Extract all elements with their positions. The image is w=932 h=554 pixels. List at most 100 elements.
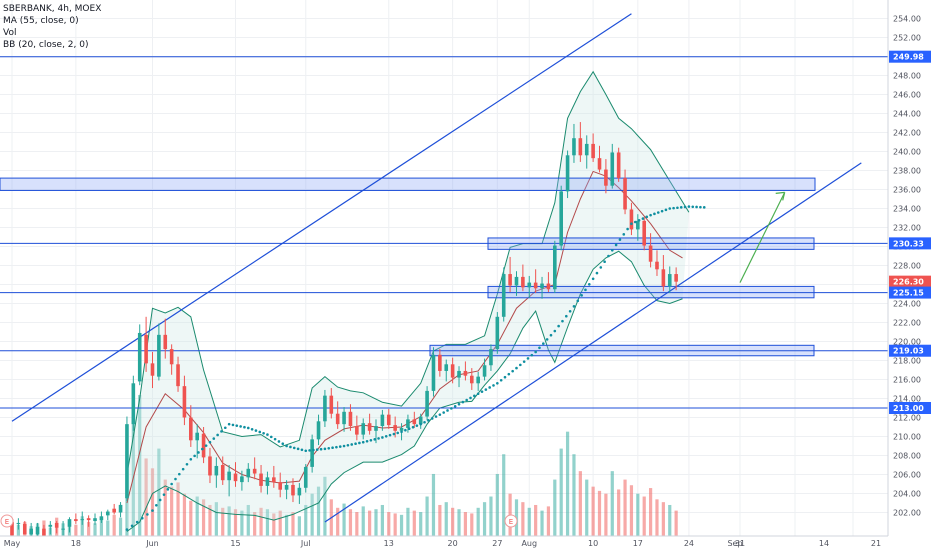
x-tick-label: 14: [819, 539, 829, 548]
earnings-marker-label: E: [509, 518, 513, 526]
ma55-point: [549, 333, 553, 337]
volume-bar: [457, 509, 461, 536]
volume-bar: [642, 496, 646, 536]
ma55-point: [262, 431, 265, 435]
candle-body: [297, 487, 302, 496]
ma55-point: [273, 437, 277, 441]
candle-body: [636, 220, 640, 230]
candle-body: [22, 523, 27, 535]
candle-body: [501, 274, 506, 317]
volume-bar: [674, 510, 678, 536]
ma55-point: [695, 205, 698, 209]
ma55-point: [327, 446, 331, 450]
price-axis-bg: [888, 0, 932, 550]
candle-body: [259, 473, 263, 486]
volume-bar: [99, 519, 104, 536]
ma55-point: [269, 435, 273, 439]
y-tick-label: 228.00: [893, 262, 921, 271]
ma55-point: [587, 283, 591, 286]
candle-body: [367, 423, 372, 431]
ma55-point: [212, 437, 216, 440]
ma55-point: [461, 400, 465, 404]
ma55-point: [630, 222, 633, 225]
ma55-point: [511, 369, 514, 373]
ma55-point: [197, 451, 200, 454]
x-tick-label: Jun: [145, 539, 159, 548]
ma55-point: [350, 443, 354, 446]
candle-body: [438, 354, 442, 371]
price-badge-label: 230.33: [893, 239, 924, 248]
ma55-point: [396, 431, 400, 435]
candle-body: [169, 349, 174, 365]
volume-bar: [316, 486, 321, 536]
ma55-point: [354, 442, 357, 446]
volume-bar: [265, 509, 270, 536]
ma55-point: [381, 436, 384, 439]
candle-body: [521, 276, 525, 288]
volume-bar: [553, 479, 557, 536]
volume-bar: [87, 521, 91, 536]
volume-bar: [374, 509, 378, 536]
candle-body: [527, 282, 532, 288]
ma55-point: [250, 427, 254, 431]
candle-body: [93, 518, 97, 522]
candle-body: [80, 519, 85, 521]
ma55-point: [304, 449, 308, 453]
ma55-point: [515, 366, 518, 370]
ma55-point: [607, 254, 610, 258]
y-tick-label: 242.00: [893, 129, 921, 138]
volume-bar: [304, 504, 308, 536]
ma55-point: [223, 426, 227, 430]
ma55-point: [204, 444, 208, 447]
y-tick-label: 212.00: [893, 414, 921, 423]
ma55-point: [170, 482, 173, 486]
ma55-point: [158, 498, 162, 502]
ma55-point: [660, 209, 664, 213]
candle-body: [623, 178, 627, 210]
ma55-point: [231, 423, 235, 427]
candle-body: [342, 411, 346, 425]
volume-bar: [655, 499, 659, 536]
volume-bar: [361, 506, 365, 536]
volume-bar: [502, 454, 506, 536]
ma55-point: [442, 411, 445, 414]
candle-body: [252, 468, 257, 474]
x-tick-label: 17: [633, 539, 643, 548]
volume-bar: [112, 514, 116, 536]
trendline: [324, 162, 862, 523]
ma55-point: [201, 447, 204, 451]
candle-body: [323, 395, 327, 422]
ma55-point: [618, 238, 622, 241]
volume-bar: [106, 520, 110, 536]
volume-bar: [591, 486, 595, 536]
volume-bar: [387, 512, 391, 536]
x-tick-label: May: [4, 539, 21, 548]
price-badge-label: 249.98: [893, 53, 924, 62]
ma55-point: [457, 402, 461, 406]
ma55-point: [308, 449, 311, 452]
candle-body: [246, 468, 251, 478]
candle-body: [316, 421, 321, 440]
price-badge: [889, 402, 931, 414]
y-tick-label: 246.00: [893, 91, 921, 100]
volume-bar: [163, 479, 167, 536]
y-tick-label: 236.00: [893, 186, 921, 195]
ma55-point: [181, 467, 185, 471]
volume-bar: [629, 485, 634, 536]
candle-body: [208, 456, 212, 476]
candle-body: [278, 482, 283, 490]
candle-body: [227, 471, 231, 481]
y-tick-label: 240.00: [893, 148, 921, 157]
volume-bar: [259, 507, 263, 536]
volume-bar: [425, 496, 429, 536]
volume-bar: [565, 431, 570, 536]
candle-body: [10, 522, 14, 536]
ma55-point: [166, 488, 170, 491]
candle-body: [355, 426, 359, 435]
volume-bar: [610, 471, 614, 536]
ma55-point: [584, 288, 587, 292]
volume-bar: [348, 509, 353, 536]
candle-body: [157, 334, 161, 377]
